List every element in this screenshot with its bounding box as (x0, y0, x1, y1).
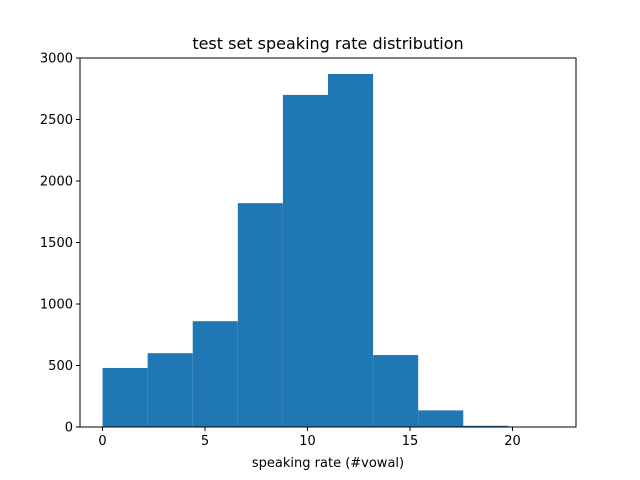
x-tick-label: 10 (299, 434, 316, 449)
chart-title: test set speaking rate distribution (192, 34, 463, 53)
y-axis-ticks: 0 500 1000 1500 2000 2500 3000 (40, 52, 80, 436)
y-tick-label: 500 (48, 359, 73, 374)
bars-group (102, 73, 509, 428)
histogram-bar (373, 355, 419, 427)
y-tick-label: 2000 (40, 175, 73, 190)
x-tick-label: 15 (402, 434, 419, 449)
histogram-bar (463, 425, 509, 427)
histogram-bar (102, 367, 148, 427)
x-axis-ticks: 0 5 10 15 20 (98, 427, 521, 449)
y-tick-label: 0 (65, 421, 73, 436)
x-axis-label: speaking rate (#vowal) (252, 456, 404, 471)
y-tick-label: 1000 (40, 298, 73, 313)
x-tick-label: 0 (98, 434, 106, 449)
y-tick-label: 3000 (40, 52, 73, 67)
histogram-bar (328, 73, 374, 428)
histogram-bar (192, 321, 238, 427)
y-tick-label: 2500 (40, 113, 73, 128)
x-tick-label: 5 (201, 434, 209, 449)
histogram-bar (418, 410, 464, 427)
histogram-bar (237, 203, 283, 427)
x-tick-label: 20 (504, 434, 521, 449)
y-tick-label: 1500 (40, 236, 73, 251)
histogram-bar (282, 94, 328, 428)
plot-frame (79, 57, 577, 428)
histogram-bar (147, 353, 193, 427)
